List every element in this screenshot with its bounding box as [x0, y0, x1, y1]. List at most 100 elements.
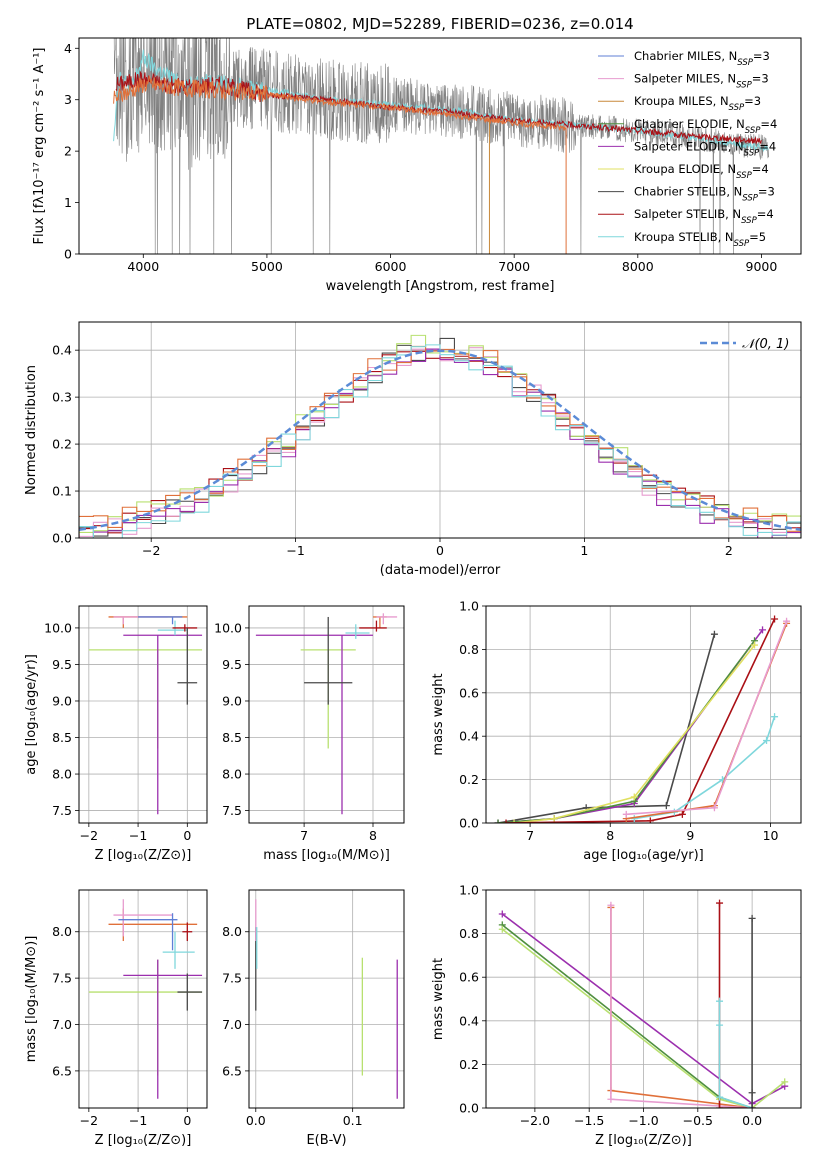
errorbar-cross	[177, 973, 203, 1011]
x-tick-label: −1	[129, 828, 147, 843]
x-axis-label: (data-model)/error	[380, 563, 501, 578]
y-tick-label: 0.6	[459, 970, 479, 985]
legend-entry: Kroupa MILES, NSSP=3	[598, 94, 761, 113]
data-marker	[494, 819, 502, 823]
x-tick-label: 0.1	[343, 1113, 363, 1128]
axes-frame	[485, 889, 802, 1109]
residuals-legend: 𝒩(0, 1)	[700, 337, 789, 352]
data-marker	[662, 802, 670, 810]
panel-residuals: −2 −1 0 1 2 0.0 0.1 0.2 0.3 0.4 (data-model)/error…	[24, 321, 802, 578]
series-line	[497, 640, 756, 823]
data-marker	[716, 899, 724, 907]
axes-frame	[78, 889, 208, 1109]
series-line	[505, 618, 776, 823]
y-tick-label: 0.6	[459, 685, 479, 700]
legend-entry: Salpeter STELIB, NSSP=4	[598, 207, 774, 226]
series-line	[718, 903, 753, 1108]
x-tick-label: 2	[725, 543, 733, 558]
y-axis-label: Flux [fλ10⁻¹⁷ erg cm⁻² s⁻¹ A⁻¹]	[32, 48, 47, 245]
errorbar-cross	[376, 613, 398, 625]
data-marker	[759, 626, 767, 634]
errorbar-cross	[359, 620, 387, 632]
x-tick-label: 10	[763, 828, 779, 843]
data-marker	[781, 1078, 789, 1086]
x-axis-label: Z [log₁₀(Z/Z⊙)]	[595, 1133, 692, 1148]
series-line	[626, 620, 788, 816]
y-tick-label: 10.0	[44, 620, 72, 635]
data-marker	[510, 819, 518, 823]
y-tick-label: 4	[64, 41, 72, 56]
panel-age_vs_Z: −2 −1 0 7.5 8.0 8.5 9.0 9.5 10.0 Z [log₁₀(Z/Z⊙)] a…	[24, 605, 208, 863]
y-tick-label: 0	[64, 247, 72, 262]
y-tick-label: 7.5	[52, 971, 72, 986]
data-marker	[502, 819, 510, 823]
y-tick-label: 8.0	[222, 767, 242, 782]
x-tick-label: 1	[580, 543, 588, 558]
model-spectrum	[115, 71, 762, 145]
crosses	[255, 613, 398, 815]
data-marker	[748, 1104, 756, 1108]
axes-frame	[248, 605, 405, 824]
x-tick-label: −2	[80, 1113, 98, 1128]
x-axis-label: wavelength [Angstrom, rest frame]	[326, 279, 555, 294]
panel-age_vs_mass: 7 8 7.5 8.0 8.5 9.0 9.5 10.0 mass [log₁₀(M/M⊙)]	[214, 605, 405, 863]
y-tick-label: 7.0	[52, 1017, 72, 1032]
legend-label: Salpeter STELIB, NSSP=4	[634, 207, 774, 226]
crosses	[255, 899, 398, 1099]
axes-frame	[78, 37, 802, 255]
data-marker	[607, 901, 615, 909]
errorbar-cross	[304, 616, 353, 705]
series-line	[497, 629, 764, 823]
x-axis-label: mass [log₁₀(M/M⊙)]	[263, 848, 390, 863]
errorbar-cross	[108, 908, 198, 942]
y-tick-label: 0.4	[459, 729, 479, 744]
axes-frame	[248, 889, 405, 1109]
y-tick-label: 8.0	[52, 767, 72, 782]
errorbar-cross	[255, 634, 373, 815]
y-tick-label: 8.5	[52, 730, 72, 745]
errorbar-cross	[345, 624, 370, 639]
y-tick-label: 6.5	[222, 1063, 242, 1078]
data-marker	[498, 910, 506, 918]
x-tick-label: 4000	[127, 259, 159, 274]
y-axis-label: age [log₁₀(age/yr)]	[24, 654, 39, 775]
x-tick-label: 7000	[498, 259, 530, 274]
y-tick-label: 7.5	[222, 803, 242, 818]
x-tick-label: 0.0	[246, 1113, 266, 1128]
errorbar-cross	[162, 931, 195, 969]
crosses	[88, 899, 203, 1099]
x-tick-label: −2	[80, 828, 98, 843]
x-tick-label: 0	[183, 1113, 191, 1128]
legend-label: Kroupa MILES, NSSP=3	[634, 94, 761, 113]
data-marker	[678, 810, 686, 818]
data-marker	[748, 1089, 756, 1097]
y-tick-label: 0.4	[459, 1013, 479, 1028]
legend-entry: Chabrier STELIB, NSSP=3	[598, 185, 775, 204]
y-tick-label: 9.0	[52, 693, 72, 708]
y-axis-label: mass weight	[431, 673, 446, 755]
y-tick-label: 0.0	[459, 816, 479, 831]
errorbar-cross	[118, 913, 178, 951]
data-marker	[550, 815, 558, 823]
legend-entry: Kroupa STELIB, NSSP=5	[598, 230, 766, 249]
y-tick-label: 0.2	[52, 437, 72, 452]
figure-title: PLATE=0802, MJD=52289, FIBERID=0236, z=0…	[246, 15, 633, 33]
x-tick-label: −1.0	[628, 1113, 658, 1128]
legend-label: 𝒩(0, 1)	[742, 337, 789, 352]
errorbar-cross	[138, 616, 183, 625]
legend-entry: Salpeter MILES, NSSP=3	[598, 72, 769, 91]
y-axis-label: mass [log₁₀(M/M⊙)]	[24, 936, 39, 1063]
errorbar-cross	[113, 899, 173, 937]
legend-label: Chabrier MILES, NSSP=3	[634, 49, 770, 68]
errorbar-cross	[123, 634, 203, 815]
y-tick-label: 7.5	[222, 971, 242, 986]
crosses	[88, 616, 203, 815]
x-tick-label: 9	[686, 828, 694, 843]
spectrum-legend: Chabrier MILES, NSSP=3 Salpeter MILES, NS…	[598, 49, 777, 249]
x-tick-label: 0	[436, 543, 444, 558]
data-marker	[716, 997, 724, 1005]
panel-massweight_vs_Z: −2.0 −1.5 −1.0 −0.5 0.0 0.0 0.2 0.4 0.6 0.8 1.0 Z […	[431, 883, 802, 1148]
data-marker	[771, 713, 779, 721]
y-tick-label: 0.0	[52, 531, 72, 546]
data-marker	[630, 793, 638, 801]
